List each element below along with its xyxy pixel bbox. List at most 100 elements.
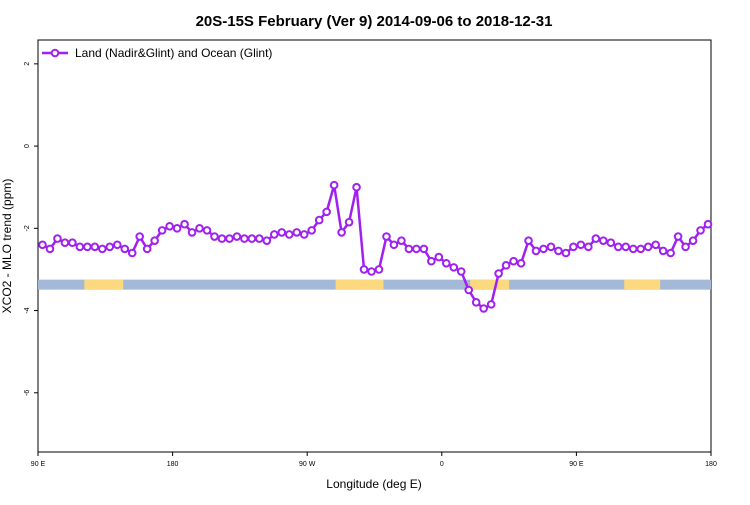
point xyxy=(292,228,302,237)
point xyxy=(240,234,249,243)
x-tick-label: 90 W xyxy=(299,461,316,468)
y-tick-label: 0 xyxy=(24,144,31,148)
point xyxy=(98,244,107,254)
point xyxy=(539,244,548,254)
point xyxy=(142,244,152,254)
x-tick-label: 90 E xyxy=(31,461,46,468)
point xyxy=(165,221,174,231)
point xyxy=(628,244,638,254)
land-band xyxy=(84,279,124,290)
point xyxy=(202,226,212,235)
point xyxy=(584,242,593,252)
point xyxy=(352,182,361,192)
point xyxy=(135,232,144,241)
point xyxy=(651,240,660,250)
point xyxy=(150,236,159,245)
point xyxy=(643,242,653,252)
point xyxy=(427,256,436,266)
point xyxy=(217,234,227,243)
point xyxy=(157,226,167,235)
point xyxy=(255,234,264,243)
y-tick-label: -6 xyxy=(24,390,31,396)
point xyxy=(441,258,451,268)
point xyxy=(232,232,242,241)
x-tick-label: 0 xyxy=(440,461,444,468)
point xyxy=(322,207,331,217)
legend-marker xyxy=(50,48,60,58)
point xyxy=(666,248,675,258)
point xyxy=(329,180,339,190)
point xyxy=(53,234,62,243)
point xyxy=(68,238,77,248)
point xyxy=(576,240,586,250)
point xyxy=(658,246,668,256)
land-band xyxy=(470,279,510,290)
point xyxy=(210,232,219,241)
y-tick-label: 2 xyxy=(24,62,31,66)
point xyxy=(419,244,429,254)
point xyxy=(112,240,122,250)
point xyxy=(591,234,601,243)
point xyxy=(404,244,414,254)
point xyxy=(456,267,466,276)
point xyxy=(531,246,541,256)
point xyxy=(187,228,197,237)
point xyxy=(299,230,309,239)
point xyxy=(337,228,346,237)
point xyxy=(277,228,287,237)
point xyxy=(262,236,272,245)
point xyxy=(613,242,623,252)
point xyxy=(621,242,631,252)
point xyxy=(494,269,503,278)
point xyxy=(471,298,481,307)
point xyxy=(314,215,324,225)
point xyxy=(434,252,444,262)
point xyxy=(45,244,55,254)
point xyxy=(516,258,526,268)
land-band xyxy=(624,279,661,290)
point xyxy=(703,219,713,229)
plot-frame xyxy=(37,39,712,453)
land-band xyxy=(335,279,384,290)
point xyxy=(688,236,698,245)
point xyxy=(546,242,556,252)
point xyxy=(412,244,421,254)
x-tick-label: 180 xyxy=(167,461,179,468)
point xyxy=(83,242,92,252)
point xyxy=(38,240,47,250)
point xyxy=(344,217,354,227)
point xyxy=(389,240,399,250)
x-tick-label: 90 E xyxy=(569,461,584,468)
point xyxy=(195,224,204,233)
point xyxy=(307,226,316,235)
series-line xyxy=(41,184,709,311)
point xyxy=(382,232,391,241)
point xyxy=(359,265,369,274)
point xyxy=(90,242,100,252)
point xyxy=(225,234,234,243)
point xyxy=(120,244,130,254)
point xyxy=(172,224,182,233)
y-axis-label: XCO2 - MLO trend (ppm) xyxy=(0,179,14,314)
point xyxy=(509,256,518,266)
legend-label: Land (Nadir&Glint) and Ocean (Glint) xyxy=(75,46,272,60)
point xyxy=(284,230,294,239)
point xyxy=(479,304,488,313)
point xyxy=(524,236,533,245)
point xyxy=(60,238,70,248)
point xyxy=(569,242,578,252)
point xyxy=(501,261,511,270)
point xyxy=(696,226,705,235)
point xyxy=(486,300,496,309)
point xyxy=(599,236,608,245)
point xyxy=(180,219,189,229)
point xyxy=(105,242,115,252)
y-tick-label: -4 xyxy=(24,307,31,313)
point xyxy=(247,234,257,243)
x-axis-label: Longitude (deg E) xyxy=(326,477,421,491)
chart-title: 20S-15S February (Ver 9) 2014-09-06 to 2… xyxy=(196,13,553,30)
point xyxy=(606,238,616,248)
point xyxy=(75,242,85,252)
point xyxy=(127,248,137,258)
